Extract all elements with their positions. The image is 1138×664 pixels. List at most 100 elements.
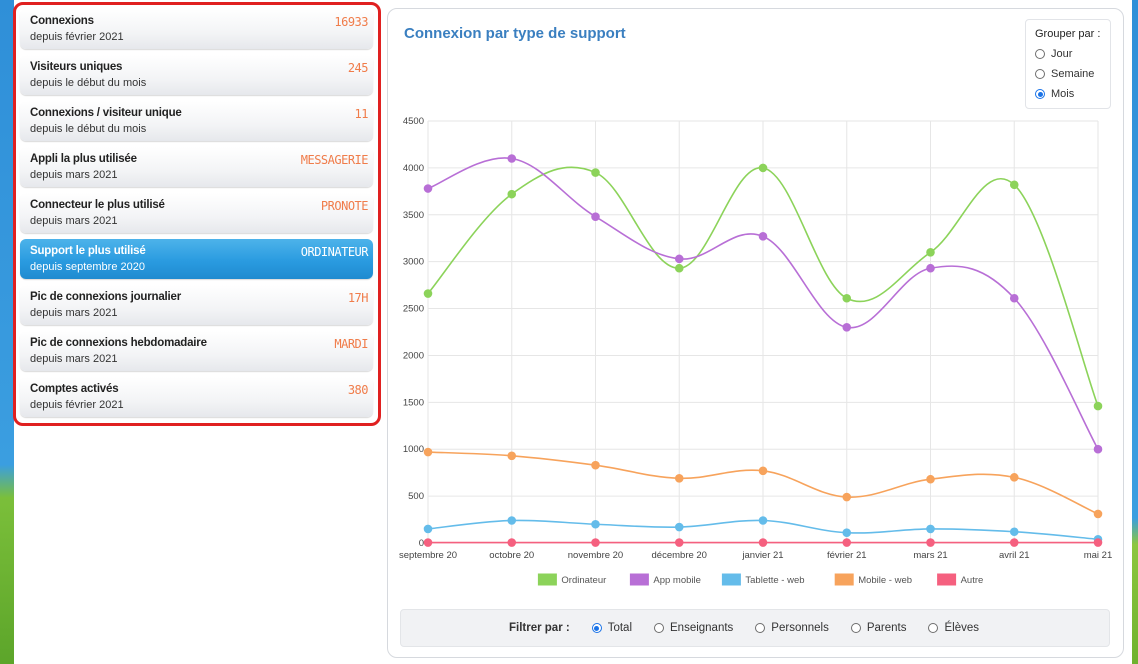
data-point-mobile-web [591,460,600,470]
stat-item-visiteurs-uniques[interactable]: Visiteurs uniques depuis le début du moi… [20,55,373,95]
stat-subtitle: depuis le début du mois [30,77,147,89]
data-point-tablette-web [926,524,935,534]
data-point-mobile-web [1093,509,1103,519]
stat-title: Comptes activés [30,383,119,395]
data-point-app-mobile [758,232,768,241]
stat-item-connexions[interactable]: Connexions depuis février 2021 16933 [20,9,373,49]
x-tick-label: mai 21 [1084,550,1113,561]
stat-subtitle: depuis février 2021 [30,399,124,411]
legend-swatch-ordinateur [537,573,557,586]
filter-option-eleves[interactable]: Élèves [928,622,979,634]
filter-option-label: Élèves [944,622,980,634]
data-point-tablette-web [507,516,517,525]
y-tick-label: 500 [408,491,424,502]
stat-title: Connexions [30,15,94,27]
stat-value: 17H [347,291,369,305]
group-by-option-mois[interactable]: Mois [1035,84,1110,104]
data-point-app-mobile [674,254,684,264]
data-point-autre [1009,538,1019,547]
x-tick-label: avril 21 [999,550,1030,561]
background-strip-right [1132,0,1138,664]
filter-option-personnels[interactable]: Personnels [755,622,829,634]
y-tick-label: 0 [419,538,424,549]
stat-subtitle: depuis mars 2021 [30,215,118,227]
data-point-tablette-web [842,528,852,537]
radio-icon[interactable] [850,623,861,633]
stat-title: Connecteur le plus utilisé [30,199,165,211]
data-point-ordinateur [758,163,768,173]
legend-label: Autre [961,575,984,586]
data-point-ordinateur [926,247,935,257]
filter-option-enseignants[interactable]: Enseignants [654,622,733,634]
data-point-mobile-web [1009,473,1019,482]
filter-bar: Filtrer par : Total Enseignants Personne… [400,609,1110,647]
data-point-autre [423,538,433,547]
filter-option-total[interactable]: Total [591,622,632,634]
radio-icon[interactable] [928,623,939,633]
group-by-option-label: Semaine [1051,68,1095,80]
group-by-label: Grouper par : [1035,28,1101,40]
data-point-tablette-web [423,524,433,534]
radio-icon[interactable] [1035,69,1045,79]
stat-item-comptes-actives[interactable]: Comptes activés depuis février 2021 380 [20,377,373,417]
data-point-ordinateur [591,168,600,177]
data-point-app-mobile [1009,293,1019,303]
stat-title: Support le plus utilisé [30,245,146,257]
radio-icon[interactable] [755,623,766,633]
data-point-app-mobile [591,212,600,221]
stats-panel: Connexions depuis février 2021 16933 Vis… [13,2,381,426]
radio-icon[interactable] [1035,49,1045,59]
stat-item-pic-hebdomadaire[interactable]: Pic de connexions hebdomadaire depuis ma… [20,331,373,371]
y-tick-label: 4500 [403,116,424,127]
stat-title: Visiteurs uniques [30,61,123,73]
data-point-autre [1093,538,1103,547]
data-point-ordinateur [507,189,517,199]
legend-label: Ordinateur [561,575,606,586]
legend-label: Mobile - web [858,575,912,586]
group-by-option-jour[interactable]: Jour [1035,44,1110,64]
data-point-ordinateur [842,293,852,303]
data-point-autre [758,538,768,547]
data-point-autre [674,538,684,547]
x-tick-label: septembre 20 [399,550,457,561]
stat-title: Connexions / visiteur unique [30,107,182,119]
filter-option-label: Total [607,622,632,634]
filter-option-label: Personnels [771,622,829,634]
filter-option-parents[interactable]: Parents [850,622,906,634]
legend-label: App mobile [653,575,701,586]
data-point-mobile-web [926,474,935,484]
data-point-autre [507,538,517,547]
background-strip-left [0,0,14,664]
legend-label: Tablette - web [745,575,804,586]
data-point-mobile-web [758,466,768,476]
stat-item-connecteur-plus-utilise[interactable]: Connecteur le plus utilisé depuis mars 2… [20,193,373,233]
x-tick-label: février 21 [827,550,867,561]
stat-item-appli-plus-utilisee[interactable]: Appli la plus utilisée depuis mars 2021 … [20,147,373,187]
stat-value: 245 [347,61,369,75]
stat-subtitle: depuis mars 2021 [30,169,118,181]
stat-subtitle: depuis mars 2021 [30,307,118,319]
radio-selected-icon[interactable] [1035,89,1045,99]
data-point-ordinateur [674,263,684,273]
x-tick-label: novembre 20 [568,550,623,561]
data-point-tablette-web [674,522,684,532]
data-point-ordinateur [1093,401,1103,411]
data-point-ordinateur [423,289,433,298]
data-point-tablette-web [591,519,600,529]
stat-subtitle: depuis mars 2021 [30,353,118,365]
stat-item-connexions-par-visiteur[interactable]: Connexions / visiteur unique depuis le d… [20,101,373,141]
legend-swatch-app-mobile [629,573,649,586]
x-tick-label: mars 21 [913,550,947,561]
radio-selected-icon[interactable] [591,623,602,633]
stat-value: PRONOTE [320,199,369,213]
y-tick-label: 2000 [403,350,424,361]
group-by-option-semaine[interactable]: Semaine [1035,64,1110,84]
stat-item-support-plus-utilise[interactable]: Support le plus utilisé depuis septembre… [20,239,373,279]
stat-value: 16933 [334,15,368,29]
stat-subtitle: depuis septembre 2020 [30,261,145,273]
data-point-mobile-web [507,451,517,461]
radio-icon[interactable] [654,623,664,633]
stat-item-pic-journalier[interactable]: Pic de connexions journalier depuis mars… [20,285,373,325]
data-point-tablette-web [758,516,768,525]
chart-card: 0 500 1000 1500 2000 2500 3000 3500 4000 4500 sept… [387,8,1124,658]
